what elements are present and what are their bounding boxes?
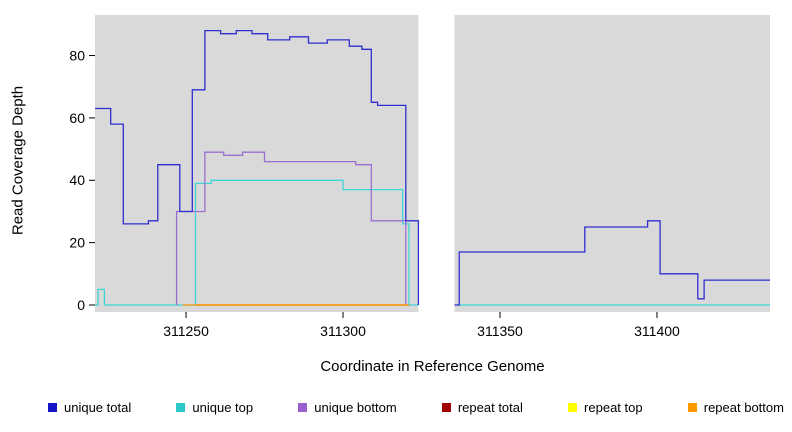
chart-legend: unique total unique top unique bottom repea… (48, 400, 784, 415)
x-tick-label: 311300 (320, 323, 366, 339)
legend-item-unique-bottom: unique bottom (298, 400, 397, 415)
legend-swatch-icon (176, 403, 186, 412)
legend-item-repeat-bottom: repeat bottom (687, 400, 784, 415)
y-tick-label: 80 (69, 47, 85, 63)
legend-label: repeat top (584, 400, 643, 415)
legend-item-unique-top: unique top (176, 400, 253, 415)
coverage-gap-band (418, 15, 455, 312)
x-tick-label: 311350 (477, 323, 523, 339)
legend-swatch-icon (48, 403, 57, 412)
legend-label: unique top (192, 400, 254, 415)
legend-item-repeat-total: repeat total (441, 400, 523, 415)
legend-label: unique bottom (314, 400, 397, 415)
y-tick-label: 20 (69, 235, 85, 251)
legend-swatch-icon (568, 403, 578, 412)
legend-label: repeat total (457, 400, 523, 415)
coverage-plot-canvas: 311250 311300 311350 311400 0 20 40 60 80 (69, 15, 770, 339)
y-tick-label: 40 (69, 172, 85, 188)
legend-swatch-icon (298, 403, 308, 412)
y-axis-label: Read Coverage Depth (9, 85, 27, 236)
legend-item-repeat-top: repeat top (568, 400, 643, 415)
series-unique-bottom (175, 151, 407, 305)
legend-label: unique total (64, 400, 132, 415)
x-tick-label: 311400 (634, 323, 680, 339)
legend-swatch-icon (441, 403, 451, 412)
legend-label: repeat bottom (703, 400, 784, 415)
x-axis-label: Coordinate in Reference Genome (320, 358, 545, 375)
y-tick-label: 60 (69, 110, 85, 126)
x-tick-label: 311250 (163, 323, 209, 339)
series-unique-total (454, 220, 770, 306)
y-tick-label: 0 (77, 297, 85, 313)
legend-swatch-icon (687, 403, 697, 412)
legend-item-unique-total: unique total (48, 400, 131, 415)
series-unique-total (95, 29, 420, 305)
